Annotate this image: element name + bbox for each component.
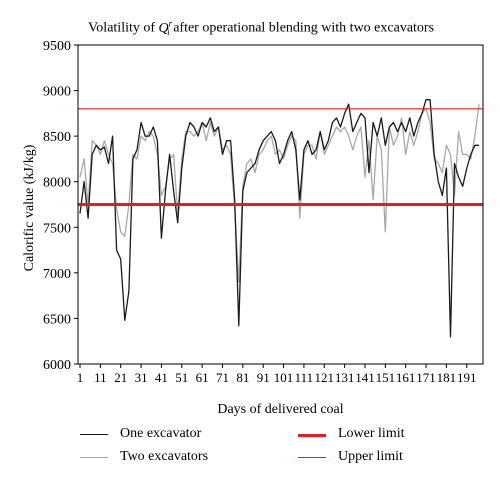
y-tick-label: 7500 <box>43 221 71 236</box>
y-tick-label: 9500 <box>43 39 71 54</box>
y-tick-label: 7000 <box>43 267 71 282</box>
x-tick-label: 181 <box>437 370 457 385</box>
legend-label: Two excavators <box>120 449 209 464</box>
x-tick-label: 131 <box>335 370 355 385</box>
x-tick-label: 51 <box>175 370 188 385</box>
legend-label: Lower limit <box>338 426 405 441</box>
x-tick-label: 161 <box>396 370 416 385</box>
x-tick-label: 141 <box>355 370 375 385</box>
x-tick-label: 71 <box>216 370 229 385</box>
x-tick-label: 171 <box>416 370 436 385</box>
series-line-one-excavator <box>79 99 479 338</box>
x-tick-label: 91 <box>257 370 270 385</box>
plot-frame <box>77 44 484 365</box>
legend-swatch <box>80 434 108 435</box>
legend-swatch <box>80 457 108 458</box>
y-tick-label: 6500 <box>43 312 71 327</box>
y-axis-label: Calorific value (kJ/kg) <box>22 144 37 272</box>
x-axis-label: Days of delivered coal <box>217 402 344 417</box>
chart-title-after: after operational blending with two exca… <box>173 20 435 36</box>
x-tick-label: 191 <box>457 370 477 385</box>
x-tick-label: 61 <box>196 370 209 385</box>
legend-swatch <box>298 434 326 437</box>
x-tick-label: 41 <box>155 370 168 385</box>
y-tick-label: 8000 <box>43 176 71 191</box>
x-tick-label: 11 <box>94 370 107 385</box>
series-line-two-excavators <box>79 104 480 283</box>
x-tick-label: 101 <box>274 370 294 385</box>
legend-label: Upper limit <box>338 449 403 464</box>
legend-label: One excavator <box>120 426 202 441</box>
x-tick-label: 81 <box>236 370 249 385</box>
x-tick-label: 21 <box>114 370 127 385</box>
chart-title-symbol: Qri <box>158 18 173 38</box>
y-tick-label: 9000 <box>43 85 71 100</box>
legend-swatch <box>298 457 326 458</box>
x-tick-label: 1 <box>77 370 84 385</box>
x-tick-label: 151 <box>376 370 396 385</box>
y-tick-label: 8500 <box>43 130 71 145</box>
x-tick-label: 111 <box>295 370 314 385</box>
chart-title-before: Volatility of <box>88 20 156 36</box>
x-tick-label: 31 <box>135 370 148 385</box>
chart-title: Volatility of Qri after operational blen… <box>88 18 434 37</box>
x-tick-label: 121 <box>315 370 335 385</box>
y-tick-label: 6000 <box>43 358 71 373</box>
